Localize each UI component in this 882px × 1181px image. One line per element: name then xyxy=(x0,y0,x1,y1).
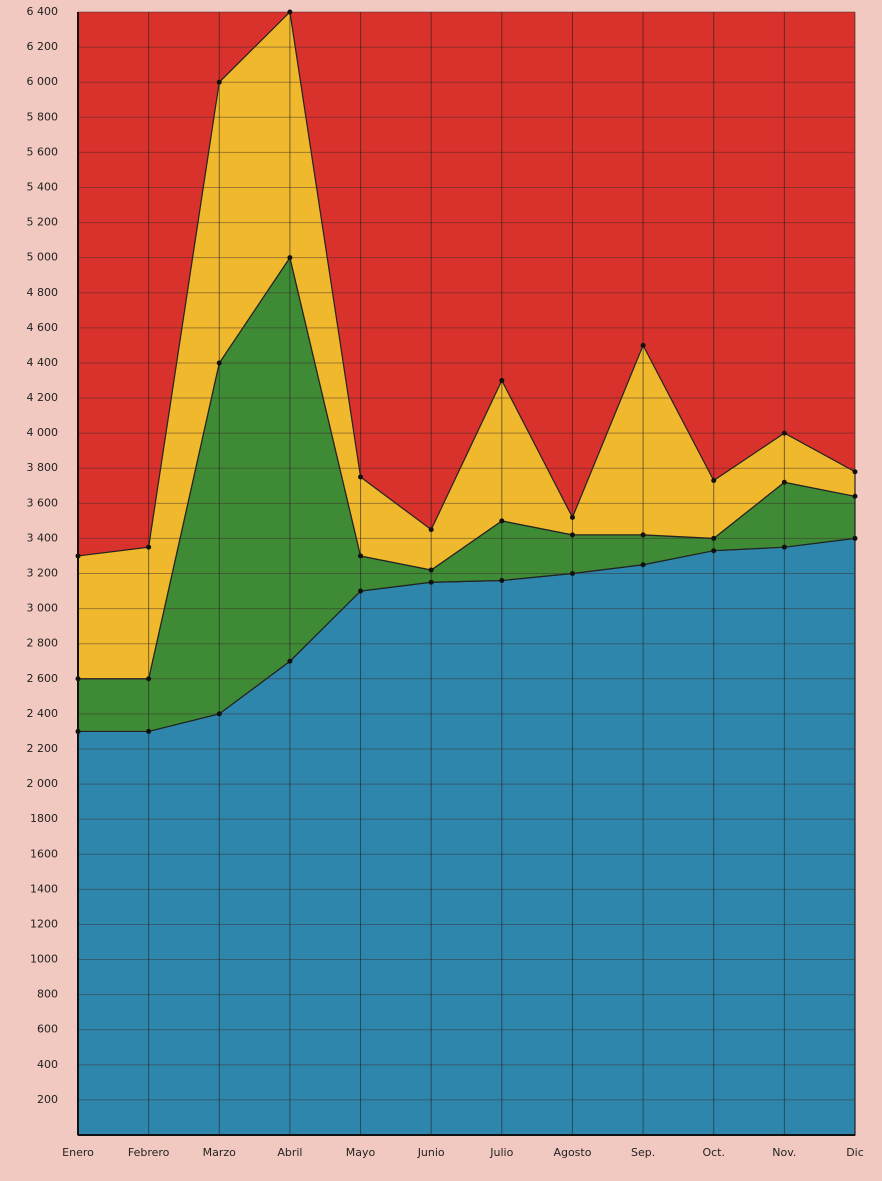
point xyxy=(216,79,222,85)
point xyxy=(852,469,858,475)
y-tick-label: 6 200 xyxy=(27,40,59,53)
y-tick-label: 1600 xyxy=(30,847,58,860)
x-tick-label: Junio xyxy=(417,1146,445,1159)
y-tick-label: 3 200 xyxy=(27,567,59,580)
point xyxy=(287,9,293,15)
x-tick-label: Febrero xyxy=(128,1146,170,1159)
point xyxy=(711,548,717,554)
x-tick-label: Julio xyxy=(489,1146,513,1159)
point xyxy=(640,562,646,568)
point xyxy=(358,553,364,559)
point xyxy=(428,567,434,573)
y-tick-label: 400 xyxy=(37,1058,58,1071)
y-tick-label: 6 000 xyxy=(27,75,59,88)
y-tick-label: 200 xyxy=(37,1093,58,1106)
y-tick-label: 4 400 xyxy=(27,356,59,369)
y-tick-label: 5 800 xyxy=(27,110,59,123)
y-tick-label: 1200 xyxy=(30,917,58,930)
point xyxy=(358,474,364,480)
x-tick-label: Marzo xyxy=(203,1146,237,1159)
y-tick-label: 5 000 xyxy=(27,251,59,264)
point xyxy=(781,544,787,550)
point xyxy=(499,518,505,524)
point xyxy=(781,430,787,436)
point xyxy=(358,588,364,594)
y-tick-label: 3 400 xyxy=(27,531,59,544)
point xyxy=(640,532,646,538)
y-tick-label: 5 400 xyxy=(27,180,59,193)
point xyxy=(146,728,152,734)
point xyxy=(499,377,505,383)
point xyxy=(640,342,646,348)
y-tick-label: 2 000 xyxy=(27,777,59,790)
point xyxy=(781,479,787,485)
point xyxy=(711,478,717,484)
x-tick-label: Oct. xyxy=(702,1146,725,1159)
y-tick-label: 1400 xyxy=(30,882,58,895)
y-tick-label: 2 800 xyxy=(27,637,59,650)
y-tick-label: 4 800 xyxy=(27,286,59,299)
y-tick-label: 600 xyxy=(37,1023,58,1036)
y-tick-label: 6 400 xyxy=(27,5,59,18)
y-tick-label: 2 200 xyxy=(27,742,59,755)
point xyxy=(146,544,152,550)
point xyxy=(146,676,152,682)
point xyxy=(569,514,575,520)
point xyxy=(852,493,858,499)
x-tick-label: Agosto xyxy=(553,1146,591,1159)
y-tick-label: 1000 xyxy=(30,953,58,966)
x-tick-label: Enero xyxy=(62,1146,94,1159)
y-tick-label: 3 800 xyxy=(27,461,59,474)
y-tick-label: 4 000 xyxy=(27,426,59,439)
point xyxy=(711,535,717,541)
point xyxy=(499,578,505,584)
x-tick-label: Mayo xyxy=(346,1146,376,1159)
point xyxy=(852,535,858,541)
y-tick-label: 1800 xyxy=(30,812,58,825)
y-tick-label: 2 600 xyxy=(27,672,59,685)
point xyxy=(287,658,293,664)
y-tick-label: 4 600 xyxy=(27,321,59,334)
y-tick-label: 3 000 xyxy=(27,602,59,615)
y-tick-label: 800 xyxy=(37,988,58,1001)
x-tick-label: Abril xyxy=(277,1146,302,1159)
point xyxy=(287,255,293,261)
point xyxy=(216,360,222,366)
y-tick-label: 5 200 xyxy=(27,216,59,229)
x-tick-label: Nov. xyxy=(772,1146,796,1159)
x-tick-label: Sep. xyxy=(631,1146,655,1159)
y-tick-label: 2 400 xyxy=(27,707,59,720)
point xyxy=(428,579,434,585)
y-tick-label: 5 600 xyxy=(27,145,59,158)
point xyxy=(569,532,575,538)
x-tick-label: Dic xyxy=(846,1146,864,1159)
y-tick-label: 4 200 xyxy=(27,391,59,404)
y-tick-label: 3 600 xyxy=(27,496,59,509)
point xyxy=(569,571,575,576)
point xyxy=(428,527,434,533)
point xyxy=(216,711,222,717)
